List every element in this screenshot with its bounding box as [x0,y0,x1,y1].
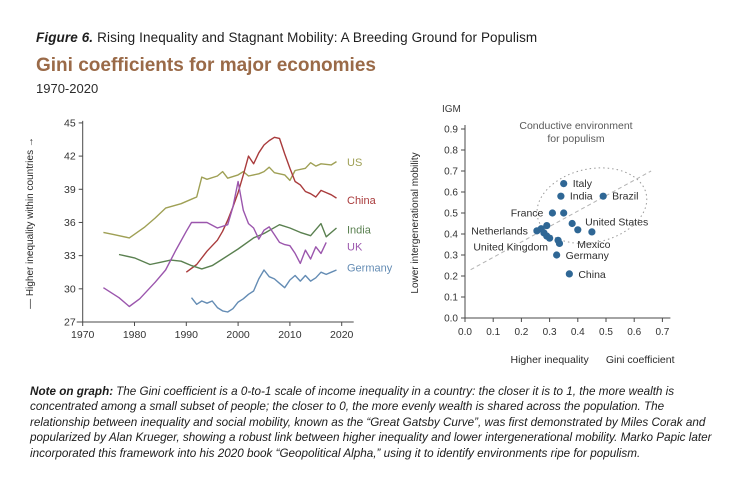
line-label-china: China [347,195,377,207]
y-tick-label: 36 [64,217,76,229]
scatter-y-tick: 0.8 [444,146,458,157]
x-axis-label-left: Higher inequality [510,354,589,366]
scatter-y-axis-label: Lower intergenerational mobility [410,152,421,293]
x-tick-label: 2000 [226,329,250,341]
scatter-y-tick: 0.3 [444,251,458,262]
scatter-point [574,226,582,234]
scatter-x-tick: 0.6 [627,327,641,338]
chart-subtitle: 1970-2020 [36,81,99,96]
x-axis-label-right: Gini coefficient [606,354,675,366]
scatter-point-germany [553,251,561,259]
gini-line-chart: 27 30 33 36 39 42 45 1970 1980 1990 2000 2010 2020 — … [25,117,393,341]
scatter-point-mexico [588,228,596,236]
y-tick-label: 45 [64,117,76,129]
scatter-x-tick: 0.7 [655,327,669,338]
populism-annotation-line1: Conductive environment [519,120,632,132]
line-us [103,161,337,239]
line-germany [190,269,337,313]
scatter-point-india [557,192,565,200]
scatter-point-france [548,209,557,217]
y-tick-label: 39 [64,184,76,196]
populism-ellipse [536,167,648,244]
line-uk [103,180,327,308]
scatter-label-germany: Germany [566,250,610,262]
x-tick-label: 1970 [71,329,95,341]
scatter-point [560,209,568,217]
line-label-us: US [347,157,362,169]
x-tick-label: 1990 [175,329,199,341]
scatter-x-tick: 0.0 [458,327,472,338]
populism-annotation-line2: for populism [547,133,604,145]
note-text: The Gini coefficient is a 0-to-1 scale o… [30,385,712,460]
scatter-x-tick: 0.5 [599,327,613,338]
scatter-y-tick: 0.2 [444,272,458,283]
scatter-y-tick: 0.4 [444,230,458,241]
y-tick-label: 30 [64,283,76,295]
scatter-label-india: India [570,191,593,203]
y-tick-label: 33 [64,250,76,262]
scatter-label-brazil: Brazil [612,191,638,203]
scatter-label-mexico: Mexico [577,239,610,251]
scatter-point-brazil [599,192,607,200]
scatter-y-tick: 0.0 [444,314,458,325]
scatter-x-tick: 0.1 [486,327,500,338]
igm-axis-label: IGM [442,104,461,115]
line-india [118,222,337,270]
scatter-point-china [565,270,573,278]
line-china [185,136,337,273]
scatter-y-tick: 0.1 [444,293,458,304]
scatter-point [543,222,551,230]
y-tick-label: 27 [64,317,76,329]
chart-title: Gini coefficients for major economies [36,55,376,76]
y-tick-label: 42 [64,151,76,163]
figure-caption-text: Rising Inequality and Stagnant Mobility:… [97,30,538,45]
gatsby-scatter-chart: IGM 0.0 0.1 0.2 0.3 0.4 0.5 0.6 0.7 0.8 0.9 0.0 0.1 0… [410,104,675,366]
scatter-point-united-states [568,219,576,228]
line-label-uk: UK [347,241,363,253]
scatter-label-united-states: United States [585,217,648,229]
scatter-y-tick: 0.6 [444,188,458,199]
scatter-label-italy: Italy [573,178,593,190]
note-label: Note on graph: [30,385,114,398]
scatter-label-france: France [511,208,544,220]
scatter-y-tick: 0.5 [444,209,458,220]
scatter-label-netherlands: Netherlands [471,225,528,237]
line-label-india: India [347,225,372,237]
y-axis-label: — Higher inequality within countries → [25,137,36,309]
x-tick-label: 2020 [330,329,354,341]
scatter-y-tick: 0.9 [444,125,458,136]
line-label-germany: Germany [347,262,393,274]
scatter-x-tick: 0.4 [571,327,585,338]
x-tick-label: 1980 [123,329,147,341]
scatter-x-tick: 0.2 [514,327,528,338]
figure-number: Figure 6. [36,30,94,45]
scatter-point-italy [560,180,568,188]
note-on-graph: Note on graph: The Gini coefficient is a … [30,384,718,461]
scatter-label-china: China [578,269,606,281]
scatter-y-tick: 0.7 [444,167,458,178]
x-tick-label: 2010 [278,329,302,341]
scatter-point [546,234,554,242]
gatsby-trend-line [470,170,652,271]
scatter-point [555,239,564,248]
scatter-label-united-kingdom: United Kingdom [473,241,548,253]
figure-caption: Figure 6. Rising Inequality and Stagnant … [36,30,537,45]
scatter-x-tick: 0.3 [543,327,557,338]
